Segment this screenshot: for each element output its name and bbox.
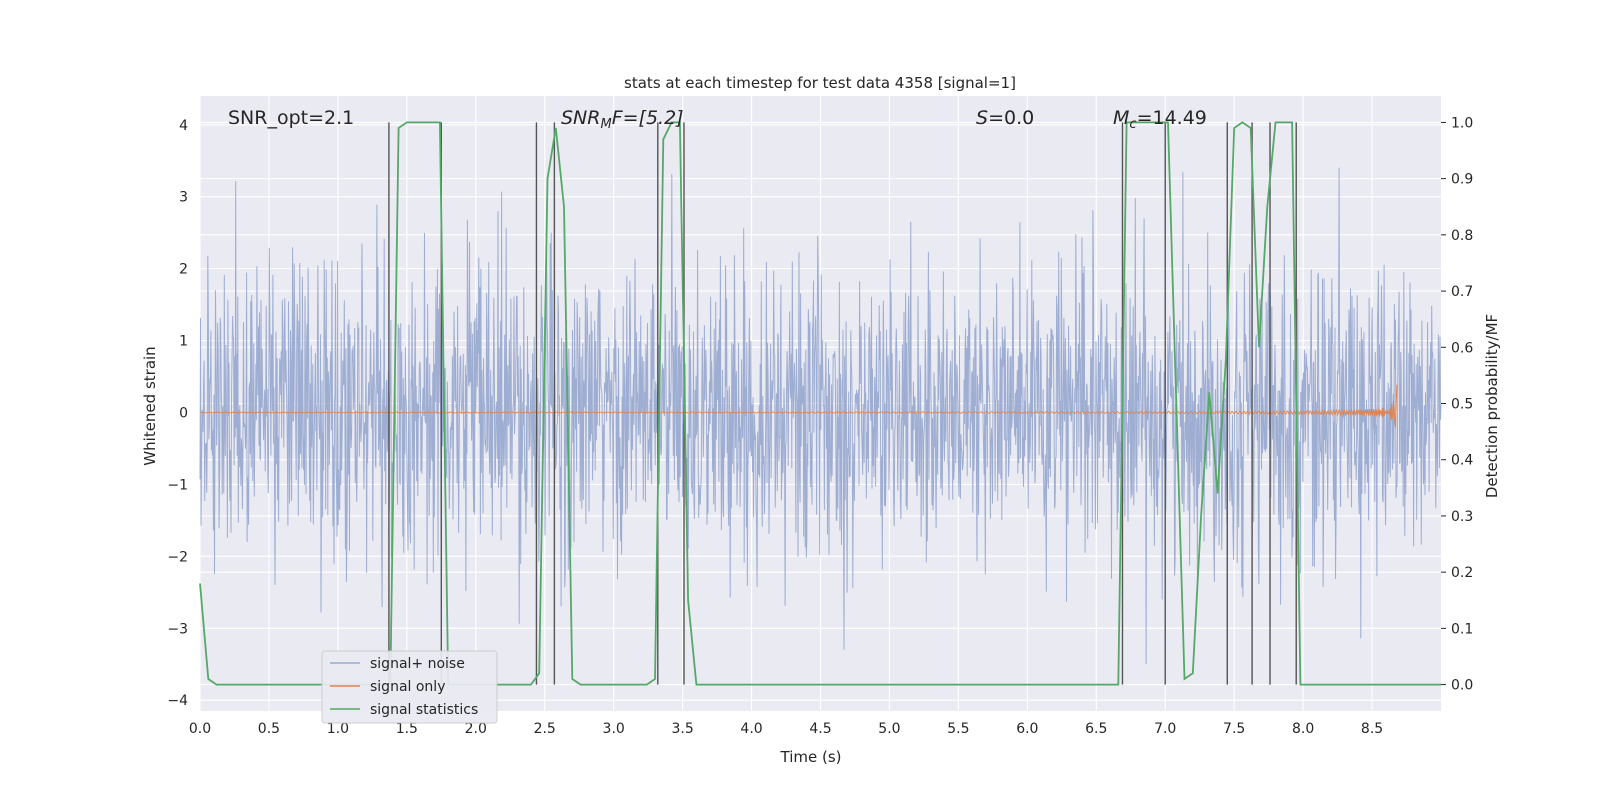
signal-line (199, 384, 1398, 428)
y-left-tick-label: 3 (179, 190, 188, 206)
noise-line (199, 167, 1442, 665)
y-right-tick-label: 0.6 (1451, 340, 1473, 356)
x-tick-labels: 0.0 0.5 1.0 1.5 2.0 2.5 3.0 3.5 4.0 4.5 5.0 5.5 6.0 6… (189, 721, 1383, 737)
y-left-tick-label: 0 (179, 405, 188, 421)
legend-label-noise: signal+ noise (370, 656, 465, 672)
y-right-tick-label: 0.5 (1451, 397, 1473, 413)
x-tick-label: 7.0 (1154, 721, 1176, 737)
y-left-tick-label: −3 (167, 621, 188, 637)
series-signal-noise (199, 167, 1442, 665)
y-left-tick-label: 2 (179, 262, 188, 278)
y-left-tick-label: −1 (167, 477, 188, 493)
x-tick-label: 5.5 (947, 721, 969, 737)
y-left-tick-labels: 4 3 2 1 0 −1 −2 −3 −4 (167, 118, 188, 709)
x-tick-label: 8.0 (1292, 721, 1314, 737)
y-left-axis-label: Whitened strain (141, 346, 159, 465)
y-right-tick-label: 0.4 (1451, 453, 1473, 469)
x-tick-label: 2.5 (534, 721, 556, 737)
legend-box (321, 650, 498, 724)
y-left-tick-label: −2 (167, 549, 188, 565)
x-tick-label: 2.0 (465, 721, 487, 737)
x-tick-label: 1.5 (396, 721, 418, 737)
y-right-tick-label: 1.0 (1451, 115, 1473, 131)
y-right-tick-label: 0.9 (1451, 172, 1473, 188)
x-tick-label: 3.0 (603, 721, 625, 737)
x-tick-label: 8.5 (1361, 721, 1383, 737)
x-tick-label: 6.5 (1085, 721, 1107, 737)
y-right-tick-label: 0.7 (1451, 284, 1473, 300)
x-tick-label: 0.0 (189, 721, 211, 737)
legend-label-stats: signal statistics (370, 702, 478, 718)
y-right-tick-labels: 1.0 0.9 0.8 0.7 0.6 0.5 0.4 0.3 0.2 0.1 0.0 (1441, 115, 1473, 694)
x-tick-label: 1.0 (327, 721, 349, 737)
y-left-tick-label: −4 (167, 693, 188, 709)
y-right-tick-label: 0.8 (1451, 228, 1473, 244)
x-axis-label: Time (s) (780, 748, 842, 766)
x-tick-label: 4.5 (809, 721, 831, 737)
y-right-tick-label: 0.1 (1451, 621, 1473, 637)
x-tick-label: 5.0 (878, 721, 900, 737)
series-signal-only (199, 384, 1398, 428)
y-right-tick-label: 0.0 (1451, 678, 1473, 694)
x-tick-label: 6.0 (1016, 721, 1038, 737)
x-tick-label: 0.5 (258, 721, 280, 737)
chart-title: stats at each timestep for test data 435… (624, 74, 1016, 92)
y-right-tick-label: 0.3 (1451, 509, 1473, 525)
annotation-mc: Mc=14.49 (1113, 107, 1207, 132)
x-tick-label: 3.5 (671, 721, 693, 737)
x-tick-label: 4.0 (740, 721, 762, 737)
y-right-axis-label: Detection probability/MF (1483, 314, 1501, 498)
annotation-s: S=0.0 (976, 107, 1034, 129)
y-right-tick-label: 0.2 (1451, 565, 1473, 581)
annotation-snr-opt: SNR_opt=2.1 (228, 107, 354, 129)
legend-label-signal: signal only (370, 679, 445, 695)
y-left-tick-label: 1 (179, 334, 188, 350)
x-tick-label: 7.5 (1223, 721, 1245, 737)
legend: signal+ noise signal only signal statist… (321, 650, 498, 724)
annotation-snr-mf: SNRMF=[5.2] (561, 107, 684, 132)
y-left-tick-label: 4 (179, 118, 188, 134)
